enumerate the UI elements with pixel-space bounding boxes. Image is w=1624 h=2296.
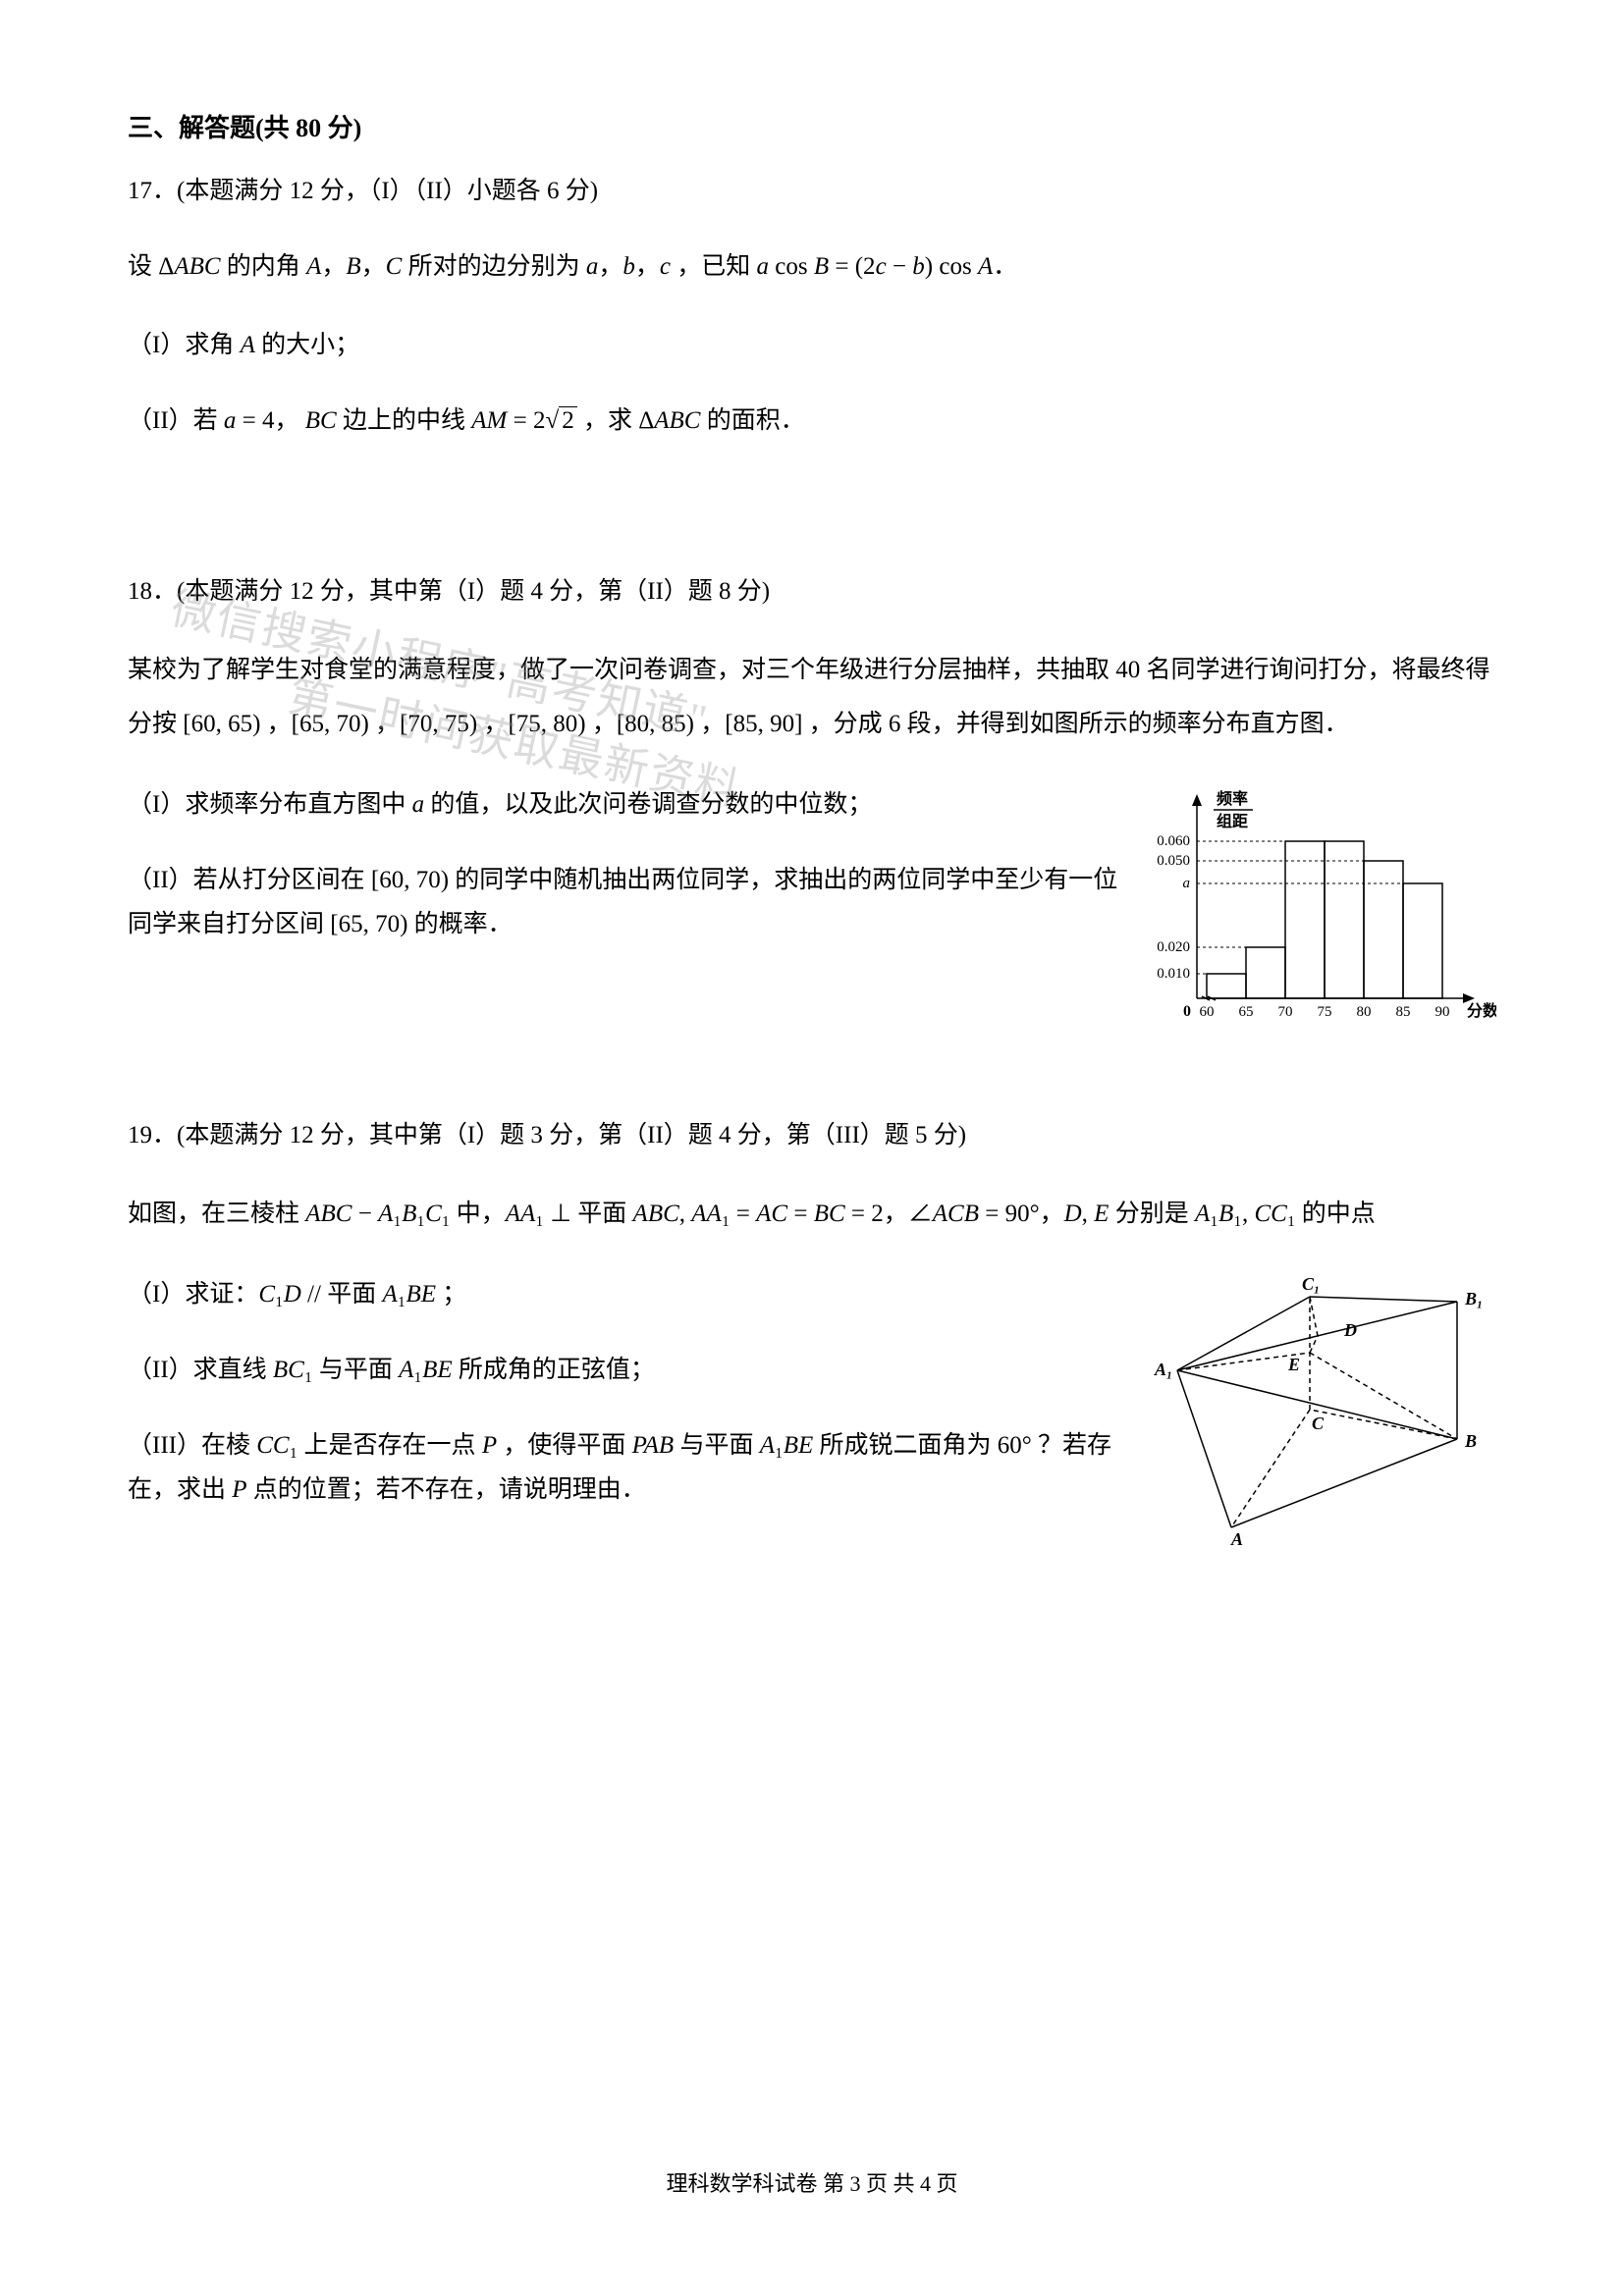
problem-17-part2: （II）若 a = 4， BC 边上的中线 AM = 2√2 ，求 ΔABC 的… bbox=[128, 399, 1496, 443]
histogram-figure: 0.060 0.050 a 0.020 0.010 0 60 65 70 75 … bbox=[1143, 782, 1496, 1038]
y-tick-0010: 0.010 bbox=[1157, 966, 1190, 982]
origin-label: 0 bbox=[1183, 1003, 1191, 1020]
x-tick-70: 70 bbox=[1278, 1004, 1293, 1020]
x-tick-65: 65 bbox=[1239, 1004, 1254, 1020]
x-tick-85: 85 bbox=[1396, 1004, 1411, 1020]
problem-18-body: 某校为了解学生对食堂的满意程度，做了一次问卷调查，对三个年级进行分层抽样，共抽取… bbox=[128, 643, 1496, 751]
problem-17-part1: （I）求角 A 的大小； bbox=[128, 323, 1496, 367]
problem-19-header: 19．(本题满分 12 分，其中第（I）题 3 分，第（II）题 4 分，第（I… bbox=[128, 1116, 1496, 1155]
y-axis-label-1: 频率 bbox=[1217, 789, 1248, 808]
prism-figure: A B C A₁ B₁ C₁ D E bbox=[1133, 1272, 1496, 1547]
histogram-svg: 0.060 0.050 a 0.020 0.010 0 60 65 70 75 … bbox=[1143, 782, 1496, 1038]
vertex-B: B bbox=[1464, 1431, 1477, 1451]
y-tick-0060: 0.060 bbox=[1157, 833, 1190, 849]
vertex-A1: A₁ bbox=[1154, 1360, 1172, 1379]
x-tick-80: 80 bbox=[1357, 1004, 1372, 1020]
prism-svg: A B C A₁ B₁ C₁ D E bbox=[1133, 1272, 1496, 1547]
section-title: 三、解答题(共 80 分) bbox=[128, 108, 1496, 144]
x-tick-75: 75 bbox=[1318, 1004, 1332, 1020]
vertex-E: E bbox=[1287, 1355, 1300, 1374]
x-tick-60: 60 bbox=[1200, 1004, 1215, 1020]
x-axis-label: 分数 bbox=[1467, 1001, 1496, 1020]
y-tick-0050: 0.050 bbox=[1157, 853, 1190, 869]
page-footer: 理科数学科试卷 第 3 页 共 4 页 bbox=[0, 2166, 1624, 2198]
problem-17-header: 17．(本题满分 12 分，（I）（II）小题各 6 分) bbox=[128, 172, 1496, 211]
y-tick-0020: 0.020 bbox=[1157, 939, 1190, 955]
problem-19: 19．(本题满分 12 分，其中第（I）题 3 分，第（II）题 4 分，第（I… bbox=[128, 1116, 1496, 1547]
vertex-A: A bbox=[1230, 1529, 1243, 1547]
vertex-B1: B₁ bbox=[1464, 1289, 1483, 1308]
problem-18-header: 18．(本题满分 12 分，其中第（I）题 4 分，第（II）题 8 分) bbox=[128, 572, 1496, 612]
problem-19-body: 如图，在三棱柱 ABC − A₁B₁C₁ 中，AA₁ ⊥ 平面 ABC, AA₁… bbox=[128, 1187, 1496, 1241]
vertex-C: C bbox=[1312, 1414, 1325, 1433]
problem-17-body: 设 ΔABC 的内角 A，B，C 所对的边分别为 a，b，c ，已知 a cos… bbox=[128, 242, 1496, 292]
problem-18: 18．(本题满分 12 分，其中第（I）题 4 分，第（II）题 8 分) 某校… bbox=[128, 572, 1496, 1038]
vertex-D: D bbox=[1343, 1320, 1357, 1340]
problem-17: 17．(本题满分 12 分，（I）（II）小题各 6 分) 设 ΔABC 的内角… bbox=[128, 172, 1496, 443]
x-tick-90: 90 bbox=[1435, 1004, 1450, 1020]
y-tick-a: a bbox=[1183, 876, 1191, 891]
vertex-C1: C₁ bbox=[1302, 1274, 1320, 1294]
y-axis-label-2: 组距 bbox=[1217, 812, 1248, 830]
